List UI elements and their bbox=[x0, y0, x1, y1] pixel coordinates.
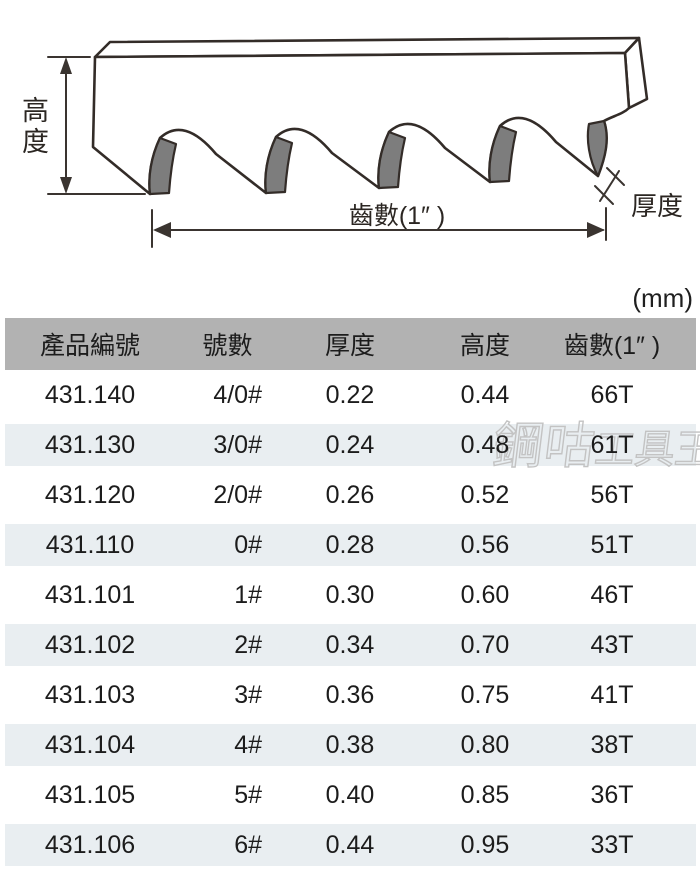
cell-thickness: 0.44 bbox=[280, 820, 420, 869]
tooth-face-2 bbox=[264, 135, 294, 195]
cell-product-no: 431.140 bbox=[44, 380, 136, 409]
cell-gauge: 4# bbox=[175, 720, 280, 770]
height-arrow-up bbox=[60, 57, 72, 74]
cell-teeth: 46T bbox=[590, 580, 634, 609]
column-header-height: 高度 bbox=[420, 318, 550, 370]
cell-gauge: 3# bbox=[234, 680, 262, 709]
cell-product-no: 431.105 bbox=[44, 780, 136, 809]
height-dimension-label: 高度 bbox=[18, 96, 48, 158]
cell-thickness: 0.28 bbox=[280, 520, 420, 570]
cell-product-no: 431.102 bbox=[5, 620, 175, 670]
spec-table: 產品編號 號數 厚度 高度 齒數(1″ ) 431.140 4/0# 0.22 … bbox=[5, 318, 696, 869]
cell-height: 0.60 bbox=[460, 580, 510, 609]
column-header-thickness: 厚度 bbox=[280, 318, 420, 370]
table-row: 431.106 6# 0.44 0.95 33T bbox=[5, 820, 696, 869]
cell-teeth: 51T bbox=[550, 520, 696, 570]
cell-height: 0.85 bbox=[460, 780, 510, 809]
table-row: 431.103 3# 0.36 0.75 41T bbox=[5, 670, 696, 720]
pitch-dimension bbox=[151, 207, 607, 248]
cell-product-no: 431.104 bbox=[5, 720, 175, 770]
cell-teeth: 33T bbox=[550, 820, 696, 869]
cell-gauge: 4/0# bbox=[213, 380, 262, 409]
cell-thickness: 0.38 bbox=[280, 720, 420, 770]
table-row: 431.105 5# 0.40 0.85 36T bbox=[5, 770, 696, 820]
table-row: 431.104 4# 0.38 0.80 38T bbox=[5, 720, 696, 770]
cell-gauge: 2/0# bbox=[213, 480, 262, 509]
table-row: 431.102 2# 0.34 0.70 43T bbox=[5, 620, 696, 670]
cell-product-no: 431.110 bbox=[5, 520, 175, 570]
cell-teeth: 38T bbox=[550, 720, 696, 770]
cell-height: 0.48 bbox=[420, 420, 550, 470]
cell-thickness: 0.22 bbox=[325, 380, 375, 409]
pitch-arrow-right bbox=[587, 222, 605, 238]
blade-diagram bbox=[47, 36, 649, 248]
cell-gauge: 1# bbox=[234, 580, 262, 609]
cell-thickness: 0.26 bbox=[325, 480, 375, 509]
tooth-face-1 bbox=[148, 136, 178, 196]
cell-teeth: 43T bbox=[550, 620, 696, 670]
height-arrow-down bbox=[60, 177, 72, 194]
cell-gauge: 5# bbox=[234, 780, 262, 809]
cell-thickness: 0.36 bbox=[325, 680, 375, 709]
table-row: 431.130 3/0# 0.24 0.48 61T bbox=[5, 420, 696, 470]
height-dimension bbox=[47, 56, 146, 195]
thickness-dimension bbox=[594, 167, 625, 205]
cell-thickness: 0.24 bbox=[280, 420, 420, 470]
cell-gauge: 0# bbox=[175, 520, 280, 570]
column-header-product-no: 產品編號 bbox=[5, 318, 175, 370]
cell-teeth: 66T bbox=[590, 380, 634, 409]
cell-height: 0.56 bbox=[420, 520, 550, 570]
table-row: 431.101 1# 0.30 0.60 46T bbox=[5, 570, 696, 620]
cell-product-no: 431.106 bbox=[5, 820, 175, 869]
spec-table-header: 產品編號 號數 厚度 高度 齒數(1″ ) bbox=[5, 318, 696, 370]
cell-gauge: 3/0# bbox=[175, 420, 280, 470]
spec-table-body: 431.140 4/0# 0.22 0.44 66T 431.130 3/0# … bbox=[5, 370, 696, 869]
cell-height: 0.44 bbox=[460, 380, 510, 409]
cell-height: 0.80 bbox=[420, 720, 550, 770]
table-row: 431.110 0# 0.28 0.56 51T bbox=[5, 520, 696, 570]
cell-teeth: 56T bbox=[590, 480, 634, 509]
cell-product-no: 431.130 bbox=[5, 420, 175, 470]
cell-thickness: 0.30 bbox=[325, 580, 375, 609]
pitch-arrow-left bbox=[153, 222, 171, 238]
tooth-face-5 bbox=[586, 119, 608, 178]
cell-product-no: 431.101 bbox=[44, 580, 136, 609]
column-header-teeth: 齒數(1″ ) bbox=[550, 318, 696, 370]
cell-height: 0.70 bbox=[420, 620, 550, 670]
cell-gauge: 2# bbox=[175, 620, 280, 670]
cell-gauge: 6# bbox=[175, 820, 280, 869]
cell-teeth: 61T bbox=[550, 420, 696, 470]
tooth-face-4 bbox=[488, 124, 518, 184]
thickness-dimension-label: 厚度 bbox=[631, 191, 684, 221]
cell-thickness: 0.40 bbox=[325, 780, 375, 809]
pitch-dimension-label: 齒數(1″ ) bbox=[348, 202, 446, 230]
cell-product-no: 431.103 bbox=[44, 680, 136, 709]
cell-teeth: 41T bbox=[590, 680, 634, 709]
column-header-gauge: 號數 bbox=[175, 318, 280, 370]
cell-height: 0.52 bbox=[460, 480, 510, 509]
cell-height: 0.75 bbox=[460, 680, 510, 709]
cell-product-no: 431.120 bbox=[44, 480, 136, 509]
cell-thickness: 0.34 bbox=[280, 620, 420, 670]
table-row: 431.140 4/0# 0.22 0.44 66T bbox=[5, 370, 696, 420]
cell-height: 0.95 bbox=[420, 820, 550, 869]
tooth-face-3 bbox=[377, 130, 407, 190]
table-row: 431.120 2/0# 0.26 0.52 56T bbox=[5, 470, 696, 520]
unit-label: (mm) bbox=[632, 283, 693, 313]
cell-teeth: 36T bbox=[590, 780, 634, 809]
blade-front-face bbox=[91, 51, 631, 196]
